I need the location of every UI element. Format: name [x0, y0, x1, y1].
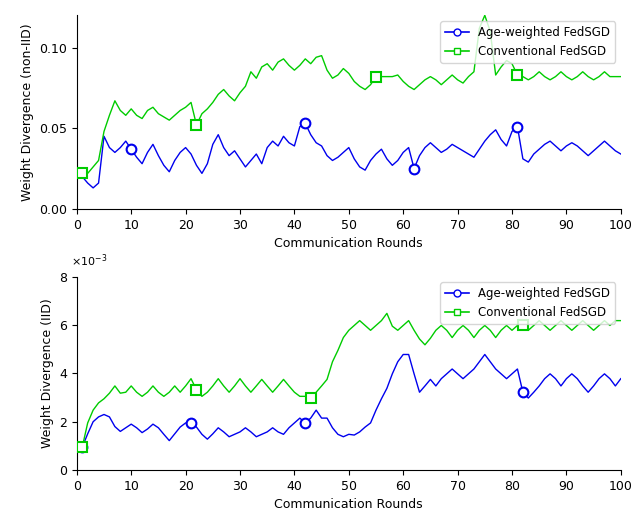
X-axis label: Communication Rounds: Communication Rounds	[275, 237, 423, 250]
X-axis label: Communication Rounds: Communication Rounds	[275, 498, 423, 511]
Legend: Age-weighted FedSGD, Conventional FedSGD: Age-weighted FedSGD, Conventional FedSGD	[440, 283, 615, 324]
Legend: Age-weighted FedSGD, Conventional FedSGD: Age-weighted FedSGD, Conventional FedSGD	[440, 21, 615, 62]
Text: $\times10^{-3}$: $\times10^{-3}$	[72, 252, 108, 269]
Y-axis label: Weight Divergence (IID): Weight Divergence (IID)	[40, 298, 54, 448]
Y-axis label: Weight Divergence (non-IID): Weight Divergence (non-IID)	[20, 24, 33, 201]
